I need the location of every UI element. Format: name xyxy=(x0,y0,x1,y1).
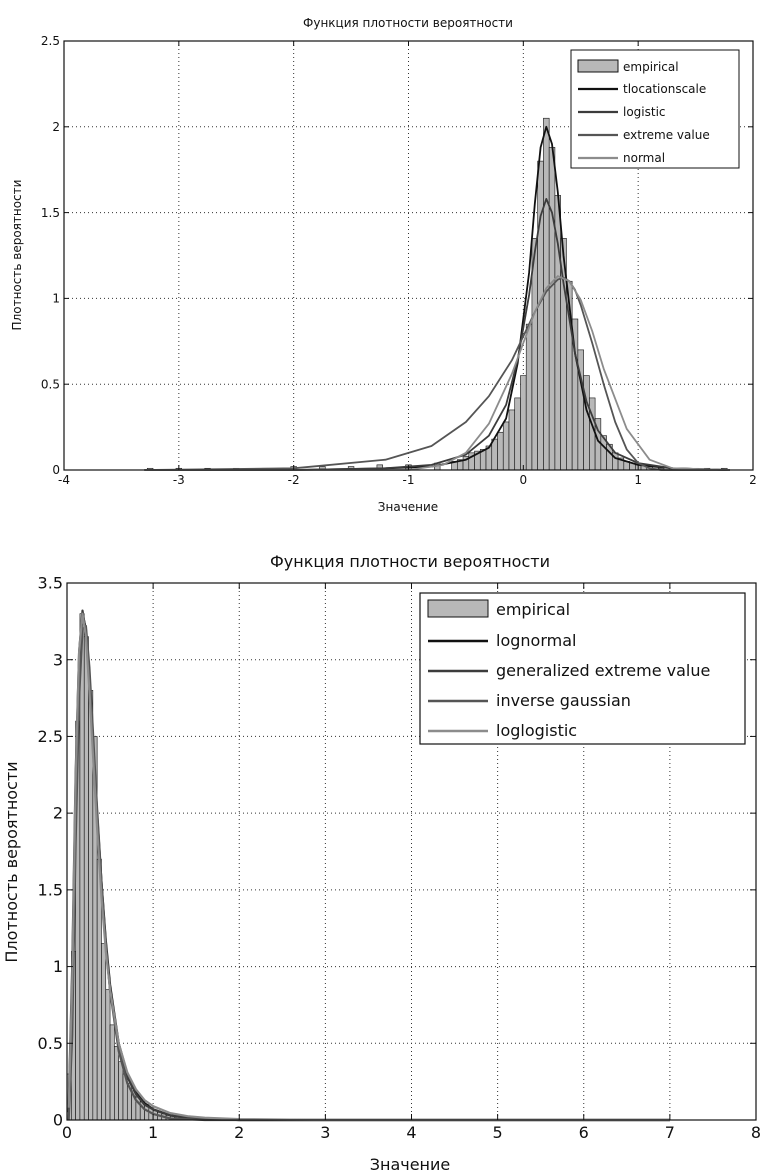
chart-1-xlabel: Значение xyxy=(378,500,438,514)
chart-2-histogram-bar xyxy=(114,1046,119,1121)
chart-2-legend-box xyxy=(419,592,746,745)
chart-2-histogram-bar xyxy=(101,943,107,1121)
chart-2-y-tick-label: 2 xyxy=(53,804,63,823)
chart-2-x-tick-label: 0 xyxy=(62,1123,72,1142)
chart-1-histogram-bar xyxy=(491,438,498,471)
chart-2-curve-loglogistic xyxy=(67,612,670,1122)
chart-1-y-tick-label: 2.5 xyxy=(41,34,60,48)
chart-2-x-tick-label: 1 xyxy=(148,1123,158,1142)
chart-1-curve-tlocationscale xyxy=(144,125,731,471)
chart-1-curve-normal xyxy=(144,275,731,471)
chart-1-histogram-bar xyxy=(514,397,521,471)
chart-2-xlabel: Значение xyxy=(370,1155,451,1174)
chart-1-y-tick-label: 1.5 xyxy=(41,206,60,220)
chart-1-legend-swatch-empirical xyxy=(577,59,619,73)
chart-1-ticks: -4 -3 -2 -1 0 1 2 0 0.5 1 1.5 2 2.5 xyxy=(41,34,757,487)
chart-2: Функция плотности вероятности Значение П… xyxy=(2,552,761,1174)
chart-1-fit-curves xyxy=(144,125,731,471)
chart-2-y-tick-label: 3.5 xyxy=(38,574,63,593)
chart-2-legend-label-empirical: empirical xyxy=(496,600,570,619)
chart-1-title: Функция плотности вероятности xyxy=(303,16,513,30)
chart-1-y-tick-label: 1 xyxy=(52,292,60,306)
chart-1-legend: empirical tlocationscale logistic extrem… xyxy=(570,49,740,169)
chart-1-x-tick-label: 1 xyxy=(634,473,642,487)
chart-1-x-tick-label: -2 xyxy=(288,473,300,487)
chart-1-legend-label-empirical: empirical xyxy=(623,60,679,74)
chart-2-histogram-bar xyxy=(83,636,89,1121)
chart-1-x-tick-label: -1 xyxy=(403,473,415,487)
chart-1-histogram xyxy=(146,117,728,471)
chart-2-fit-curves xyxy=(67,609,670,1122)
chart-1-histogram-bar xyxy=(502,421,510,471)
chart-2-legend: empirical lognormal generalized extreme … xyxy=(419,592,746,745)
chart-2-y-tick-label: 1 xyxy=(53,957,63,976)
chart-2-y-tick-label: 0.5 xyxy=(38,1034,63,1053)
chart-2-grid xyxy=(67,583,756,1120)
chart-1-legend-label-extreme-value: extreme value xyxy=(623,128,710,142)
chart-1-ylabel: Плотность вероятности xyxy=(10,180,24,331)
chart-2-x-tick-label: 7 xyxy=(665,1123,675,1142)
chart-1-legend-label-normal: normal xyxy=(623,151,665,165)
chart-2-legend-label-loglogistic: loglogistic xyxy=(496,721,577,740)
chart-2-legend-label-lognormal: lognormal xyxy=(496,631,576,650)
chart-2-histogram-bar xyxy=(118,1061,124,1121)
chart-2-ticks: 0 1 2 3 4 5 6 7 8 0 0.5 1 1.5 2 2.5 3 3.5 xyxy=(38,574,761,1142)
chart-2-x-tick-label: 4 xyxy=(406,1123,416,1142)
chart-2-legend-label-generalized-extreme-value: generalized extreme value xyxy=(496,661,710,680)
chart-1-histogram-bar xyxy=(508,409,516,471)
chart-2-x-tick-label: 8 xyxy=(751,1123,761,1142)
chart-2-legend-swatch-empirical xyxy=(427,599,489,618)
chart-1-legend-label-logistic: logistic xyxy=(623,105,666,119)
chart-2-histogram-bar xyxy=(109,1024,115,1121)
chart-2-y-tick-label: 3 xyxy=(53,650,63,669)
chart-2-x-tick-label: 6 xyxy=(579,1123,589,1142)
chart-2-y-tick-label: 1.5 xyxy=(38,880,63,899)
chart-1-x-tick-label: 0 xyxy=(520,473,528,487)
chart-2-y-tick-label: 0 xyxy=(53,1111,63,1130)
chart-1-histogram-bar xyxy=(548,147,556,471)
chart-1-grid xyxy=(64,41,753,470)
chart-1-y-tick-label: 2 xyxy=(52,120,60,134)
chart-2-histogram-bar xyxy=(105,989,111,1121)
chart-1-y-tick-label: 0.5 xyxy=(41,377,60,391)
chart-2-x-tick-label: 3 xyxy=(320,1123,330,1142)
chart-1-histogram-bar xyxy=(525,323,533,471)
chart-2-title: Функция плотности вероятности xyxy=(270,552,550,571)
chart-1-x-tick-label: 2 xyxy=(749,473,757,487)
chart-1: Функция плотности вероятности Значение П… xyxy=(10,16,757,514)
chart-1-x-tick-label: -4 xyxy=(58,473,70,487)
chart-1-curve-logistic xyxy=(144,197,731,471)
chart-2-ylabel: Плотность вероятности xyxy=(2,761,21,962)
chart-2-x-tick-label: 5 xyxy=(493,1123,503,1142)
chart-1-curve-extreme-value xyxy=(144,276,730,471)
chart-2-legend-label-inverse-gaussian: inverse gaussian xyxy=(496,691,631,710)
chart-1-legend-label-tlocationscale: tlocationscale xyxy=(623,82,706,96)
chart-1-y-tick-label: 0 xyxy=(52,463,60,477)
chart-1-histogram-bar xyxy=(497,431,504,471)
chart-2-histogram xyxy=(66,613,197,1121)
chart-1-histogram-bar xyxy=(520,375,527,471)
chart-2-y-tick-label: 2.5 xyxy=(38,727,63,746)
chart-1-x-tick-label: -3 xyxy=(173,473,185,487)
chart-2-x-tick-label: 2 xyxy=(234,1123,244,1142)
